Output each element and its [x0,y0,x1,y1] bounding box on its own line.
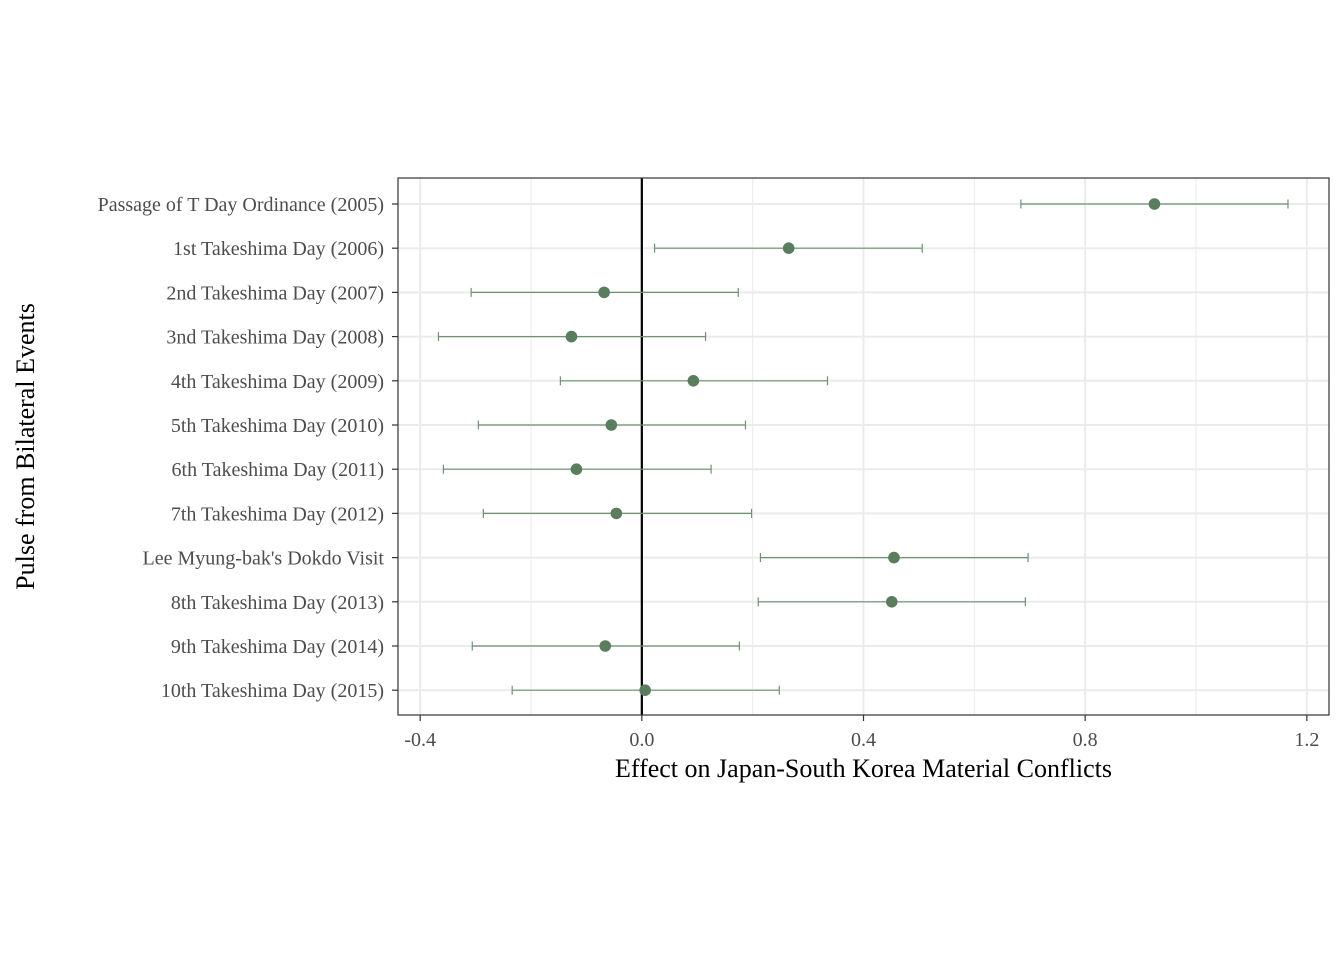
y-tick-label: 8th Takeshima Day (2013) [171,592,384,614]
point-estimate [885,596,898,608]
point-estimate [639,684,651,696]
y-tick-label: 10th Takeshima Day (2015) [161,680,384,702]
y-axis-title: Pulse from Bilateral Events [11,303,40,590]
point-estimate [610,507,623,520]
point-estimate [687,375,700,387]
point-estimate [565,330,578,343]
y-axis: Passage of T Day Ordinance (2005) 1st Tak… [98,194,398,702]
y-tick-label: 2nd Takeshima Day (2007) [166,282,384,304]
y-tick-label: 3nd Takeshima Day (2008) [166,327,384,349]
point-estimates [565,198,1161,696]
point-estimate [782,242,795,254]
y-tick-label: 4th Takeshima Day (2009) [171,371,384,393]
point-estimate [888,551,900,564]
x-axis-title: Effect on Japan-South Korea Material Con… [615,754,1112,783]
y-tick-label: 7th Takeshima Day (2012) [171,503,384,525]
point-estimate [599,640,612,652]
x-tick-label: 1.2 [1294,729,1319,751]
x-axis: -0.4 0.0 0.4 0.8 1.2 [404,715,1319,751]
point-estimate [605,419,618,431]
x-tick-label: 0.0 [629,729,654,751]
y-tick-label: Passage of T Day Ordinance (2005) [98,194,384,216]
point-estimate [1148,198,1161,210]
y-tick-label: 5th Takeshima Day (2010) [171,415,384,437]
point-estimate [570,463,583,476]
x-tick-label: -0.4 [404,729,436,751]
x-tick-label: 0.8 [1073,729,1098,751]
y-tick-label: Lee Myung-bak's Dokdo Visit [143,548,385,570]
y-tick-label: 9th Takeshima Day (2014) [171,636,384,658]
y-tick-label: 6th Takeshima Day (2011) [172,459,384,481]
x-tick-label: 0.4 [851,729,876,751]
y-tick-label: 1st Takeshima Day (2006) [173,238,384,260]
point-estimate [598,286,610,299]
